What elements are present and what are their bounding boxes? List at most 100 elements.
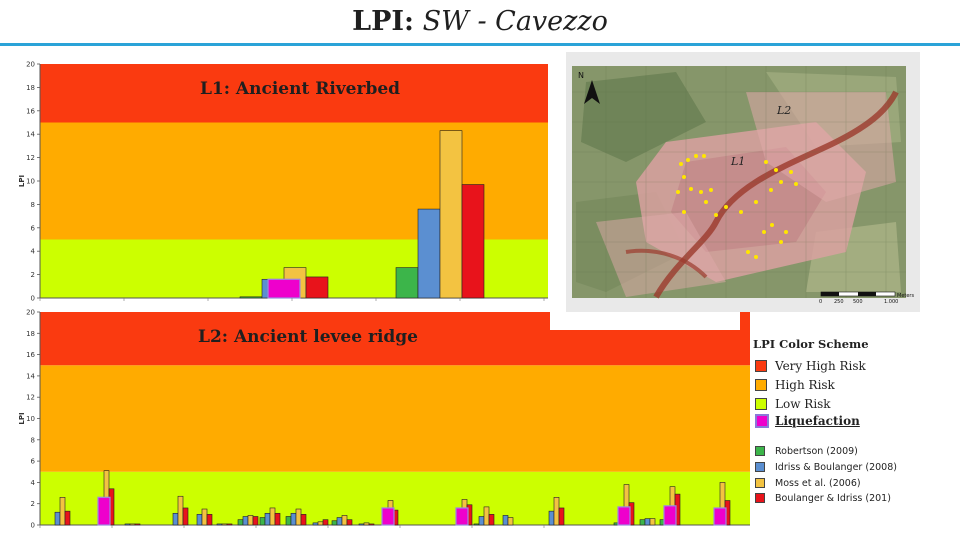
bar-moss-et-al-2006--1 <box>439 130 463 299</box>
bar-boulanger-idriss-201--10 <box>346 519 353 526</box>
y-tick-label: 2 <box>31 271 35 279</box>
boulanger-idriss-swatch <box>755 493 765 503</box>
bar-moss-et-al-2006--15 <box>507 517 514 526</box>
bar-boulanger-idriss-201--2 <box>134 523 141 526</box>
slide-title: LPI: SW - Cavezzo <box>0 6 960 37</box>
bar-robertson-2009--6 <box>237 519 244 526</box>
bar-idriss-boulanger-2008--4 <box>196 514 203 526</box>
chart-l1-ancient-riverbed: 0 2 4 6 8 10 12 14 16 18 20 LPI L1: Ancient Riverbed <box>18 61 548 303</box>
y-tick-label: 0 <box>31 522 35 530</box>
liquefaction-marker-12 <box>381 507 395 526</box>
bar-moss-et-al-2006--10 <box>341 515 348 526</box>
chart-panel-label: L2: Ancient levee ridge <box>198 327 418 347</box>
bar-moss-et-al-2006--16 <box>553 497 560 526</box>
svg-text:1.000: 1.000 <box>884 299 898 305</box>
title-prefix: LPI: <box>352 6 415 37</box>
moss-label: Moss et al. (2006) <box>775 477 861 489</box>
idriss-boulanger-label: Idriss & Boulanger (2008) <box>775 461 897 473</box>
y-tick-label: 16 <box>26 107 35 115</box>
legend-method-robertson: Robertson (2009) <box>755 445 858 457</box>
y-tick-label: 2 <box>31 500 35 508</box>
bar-moss-et-al-2006--14 <box>483 506 490 526</box>
svg-text:0: 0 <box>819 299 822 305</box>
risk-band-2 <box>40 64 548 123</box>
legend-method-idriss-boulanger: Idriss & Boulanger (2008) <box>755 461 897 473</box>
y-tick-label: 14 <box>26 372 35 380</box>
high-risk-swatch <box>755 379 767 391</box>
chart-panel-label: L1: Ancient Riverbed <box>200 79 400 99</box>
y-tick-label: 12 <box>26 394 35 402</box>
y-tick-label: 18 <box>26 330 35 338</box>
y-tick-label: 18 <box>26 84 35 92</box>
moss-swatch <box>755 478 765 488</box>
y-tick-label: 4 <box>31 248 36 256</box>
bar-moss-et-al-2006--9 <box>317 521 324 526</box>
bar-boulanger-idriss-201--0 <box>305 276 329 299</box>
bar-idriss-boulanger-2008--11 <box>358 523 365 526</box>
y-tick-label: 14 <box>26 131 35 139</box>
bar-robertson-2009--14 <box>473 523 480 526</box>
bar-boulanger-idriss-201--11 <box>368 523 375 526</box>
map-image: N L1 L2 0 250 500 1.000 Meters <box>566 52 920 312</box>
map-label-l2: L2 <box>776 104 791 117</box>
bar-idriss-boulanger-2008--15 <box>502 515 509 526</box>
bar-moss-et-al-2006--8 <box>295 508 302 526</box>
title-site: SW - Cavezzo <box>422 6 608 37</box>
bar-robertson-2009--7 <box>259 517 266 526</box>
y-tick-label: 0 <box>31 295 35 303</box>
bar-moss-et-al-2006--3 <box>177 495 184 526</box>
high-risk-label: High Risk <box>775 378 835 392</box>
legend-liquefaction: Liquefaction <box>755 414 860 428</box>
bar-moss-et-al-2006--0 <box>59 497 66 526</box>
risk-band-1 <box>40 365 750 472</box>
legend-method-boulanger-idriss: Boulanger & Idriss (201) <box>755 492 891 504</box>
y-tick-label: 6 <box>31 458 36 466</box>
bar-moss-et-al-2006--2 <box>129 523 136 526</box>
bar-idriss-boulanger-2008--7 <box>264 512 271 526</box>
y-axis-title: LPI <box>18 412 26 424</box>
liquefaction-marker-0 <box>267 278 301 299</box>
liquefaction-marker-19 <box>663 505 677 526</box>
liquefaction-marker-1 <box>97 496 111 526</box>
very-high-risk-swatch <box>755 360 767 372</box>
robertson-label: Robertson (2009) <box>775 445 858 457</box>
bar-boulanger-idriss-201--1 <box>461 184 485 299</box>
robertson-swatch <box>755 446 765 456</box>
legend-method-moss: Moss et al. (2006) <box>755 477 861 489</box>
boulanger-idriss-label: Boulanger & Idriss (201) <box>775 492 891 504</box>
site-map[interactable]: N L1 L2 0 250 500 1.000 Meters <box>566 52 920 312</box>
bar-boulanger-idriss-201--14 <box>488 514 495 526</box>
bar-idriss-boulanger-2008--10 <box>336 517 343 526</box>
bar-boulanger-idriss-201--0 <box>64 510 71 526</box>
chart-l2-ancient-levee-ridge: 0 2 4 6 8 10 12 14 16 18 20 LPI L2: Ancient levee ri… <box>18 309 750 530</box>
y-tick-label: 12 <box>26 154 35 162</box>
y-tick-label: 20 <box>26 61 35 69</box>
map-caption-mask <box>550 310 740 330</box>
y-tick-label: 16 <box>26 351 35 359</box>
bar-boulanger-idriss-201--6 <box>252 516 259 526</box>
bar-idriss-boulanger-2008--3 <box>172 512 179 526</box>
bar-moss-et-al-2006--5 <box>221 523 228 526</box>
bar-robertson-2009--0 <box>239 296 263 299</box>
idriss-boulanger-swatch <box>755 462 765 472</box>
liquefaction-label: Liquefaction <box>775 414 860 428</box>
map-scale-bar: 0 250 500 1.000 Meters <box>819 291 914 305</box>
bar-robertson-2009--10 <box>331 520 338 526</box>
bar-boulanger-idriss-201--9 <box>322 519 329 526</box>
bar-idriss-boulanger-2008--16 <box>548 510 555 526</box>
svg-text:500: 500 <box>853 299 863 305</box>
y-tick-label: 10 <box>26 178 35 186</box>
bar-moss-et-al-2006--11 <box>363 522 370 526</box>
bar-idriss-boulanger-2008--9 <box>312 522 319 526</box>
legend-very-high-risk: Very High Risk <box>755 359 866 373</box>
title-divider <box>0 43 960 46</box>
bar-idriss-boulanger-2008--1 <box>417 208 441 299</box>
bar-boulanger-idriss-201--8 <box>300 514 307 526</box>
bar-moss-et-al-2006--4 <box>201 508 208 526</box>
bar-idriss-boulanger-2008--2 <box>124 523 131 526</box>
y-tick-label: 20 <box>26 309 35 317</box>
bar-idriss-boulanger-2008--0 <box>54 511 61 526</box>
liquefaction-marker-13 <box>455 507 469 526</box>
legend-high-risk: High Risk <box>755 378 835 392</box>
y-axis-title: LPI <box>18 175 26 187</box>
